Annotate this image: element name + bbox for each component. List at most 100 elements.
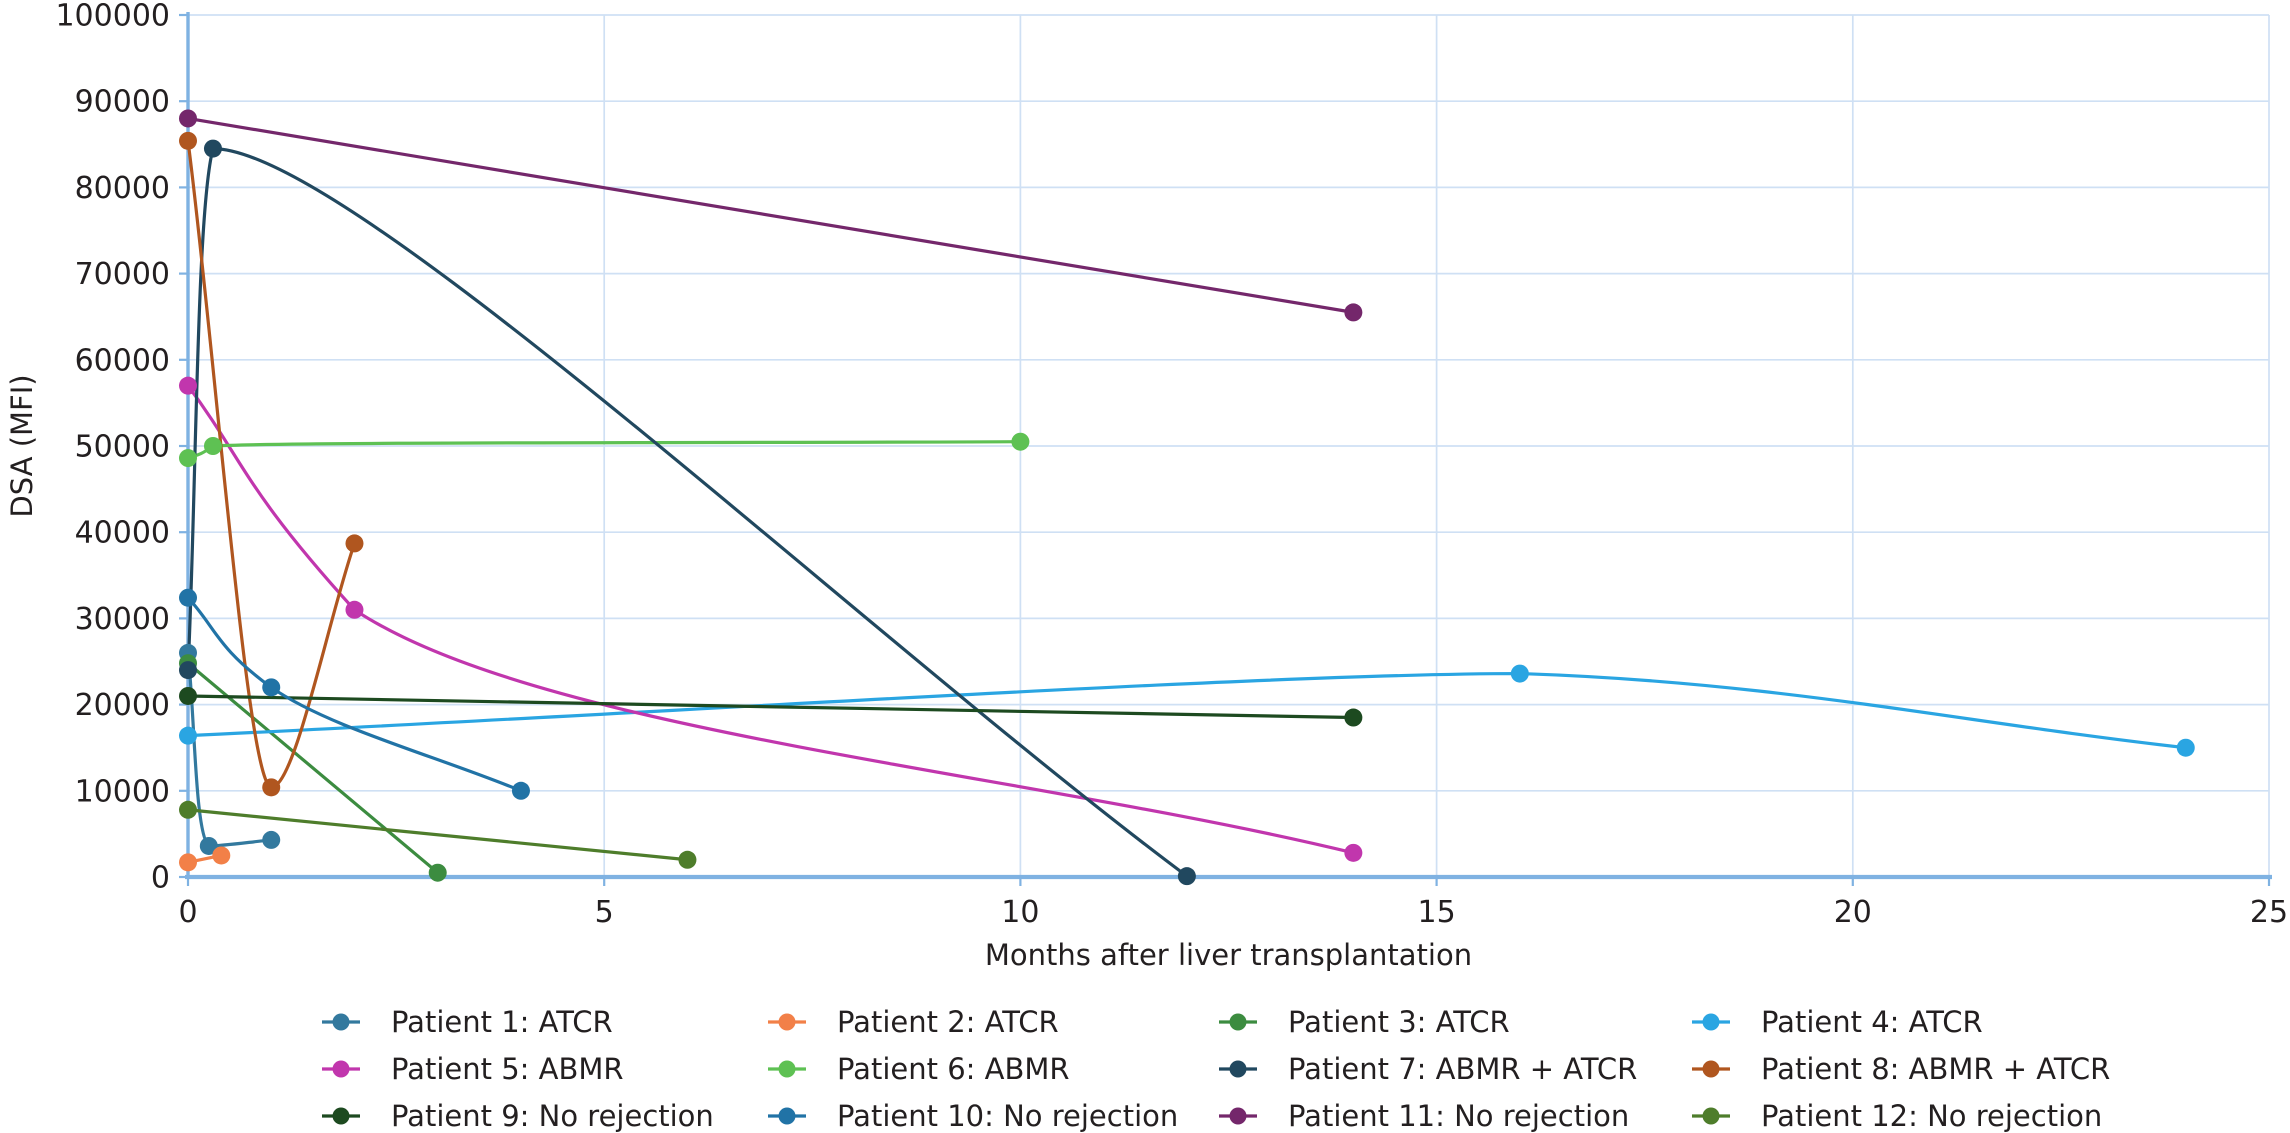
legend-item-patient-2: Patient 2: ATCR — [768, 1005, 1059, 1039]
legend: Patient 1: ATCR Patient 2: ATCR Patient 3:… — [322, 1005, 2110, 1133]
legend-item-patient-11: Patient 11: No rejection — [1219, 1099, 1629, 1133]
series-line-patient-1 — [186, 651, 273, 848]
legend-marker-dot — [1702, 1107, 1720, 1125]
series-line-patient-11 — [186, 116, 1355, 314]
legend-item-patient-7: Patient 7: ABMR + ATCR — [1219, 1052, 1637, 1086]
data-point-patient-10 — [179, 588, 197, 607]
y-tick-label: 90000 — [75, 85, 170, 120]
data-point-patient-4 — [1510, 664, 1529, 683]
data-point-patient-10 — [262, 678, 281, 697]
legend-label: Patient 4: ATCR — [1761, 1005, 1983, 1039]
legend-marker-dot — [332, 1060, 350, 1078]
data-point-patient-6 — [203, 437, 222, 455]
tick-labels: 0 10000 20000 30000 40000 50000 60000 70000 8000… — [55, 0, 2288, 930]
legend-item-patient-10: Patient 10: No rejection — [768, 1099, 1178, 1133]
legend-marker-dot — [778, 1060, 796, 1078]
legend-label: Patient 9: No rejection — [391, 1099, 714, 1133]
legend-marker-dot — [778, 1013, 796, 1031]
legend-item-patient-6: Patient 6: ABMR — [768, 1052, 1070, 1086]
legend-label: Patient 7: ABMR + ATCR — [1288, 1052, 1637, 1086]
data-point-patient-4 — [2176, 738, 2195, 757]
series-line-patient-6 — [186, 440, 1022, 460]
legend-label: Patient 3: ATCR — [1288, 1005, 1510, 1039]
x-tick-label: 5 — [595, 895, 614, 930]
legend-label: Patient 10: No rejection — [837, 1099, 1178, 1133]
legend-marker-dot — [778, 1107, 796, 1125]
data-point-patient-2 — [212, 846, 231, 865]
legend-label: Patient 8: ABMR + ATCR — [1761, 1052, 2110, 1086]
data-point-patient-12 — [179, 800, 197, 819]
legend-marker-dot — [1229, 1107, 1247, 1125]
data-point-patient-8 — [262, 778, 281, 797]
data-point-patient-9 — [179, 686, 197, 705]
data-point-patient-11 — [179, 109, 197, 128]
data-point-patient-1 — [262, 830, 281, 849]
series-line-patient-12 — [186, 808, 690, 862]
data-point-patient-5 — [179, 376, 197, 395]
data-point-patient-12 — [678, 850, 697, 869]
gridlines — [188, 14, 2270, 877]
data-point-patient-11 — [1344, 303, 1363, 322]
data-point-patient-5 — [345, 600, 364, 619]
legend-item-patient-5: Patient 5: ABMR — [322, 1052, 624, 1086]
data-point-patient-7 — [179, 661, 197, 680]
data-point-patient-4 — [179, 726, 197, 745]
data-point-patient-2 — [179, 853, 197, 872]
y-tick-label: 30000 — [75, 602, 170, 637]
x-tick-label: 0 — [178, 895, 197, 930]
data-point-patient-8 — [345, 534, 364, 553]
data-point-patient-6 — [179, 449, 197, 468]
y-tick-label: 10000 — [75, 774, 170, 809]
x-tick-label: 10 — [1001, 895, 1039, 930]
data-point-patient-6 — [1011, 432, 1030, 451]
x-tick-label: 25 — [2250, 895, 2288, 930]
data-point-patient-5 — [1344, 843, 1363, 862]
x-tick-label: 20 — [1834, 895, 1872, 930]
y-tick-label: 40000 — [75, 516, 170, 551]
legend-item-patient-12: Patient 12: No rejection — [1692, 1099, 2102, 1133]
legend-item-patient-1: Patient 1: ATCR — [322, 1005, 613, 1039]
legend-marker-dot — [332, 1107, 350, 1125]
y-axis-title: DSA (MFI) — [5, 374, 39, 517]
series-line-patient-7 — [186, 147, 1189, 878]
data-point-patient-1 — [199, 836, 218, 855]
y-tick-label: 0 — [151, 861, 170, 896]
legend-label: Patient 11: No rejection — [1288, 1099, 1629, 1133]
y-tick-label: 100000 — [55, 0, 170, 34]
series-line-patient-9 — [186, 694, 1355, 720]
legend-marker-dot — [1229, 1060, 1247, 1078]
data-point-patient-3 — [428, 863, 447, 882]
data-point-patient-7 — [203, 139, 222, 158]
legend-label: Patient 12: No rejection — [1761, 1099, 2102, 1133]
legend-marker-dot — [332, 1013, 350, 1031]
legend-marker-dot — [1229, 1013, 1247, 1031]
data-point-patient-8 — [179, 131, 197, 150]
y-tick-label: 60000 — [75, 343, 170, 378]
y-tick-label: 70000 — [75, 257, 170, 292]
legend-item-patient-4: Patient 4: ATCR — [1692, 1005, 1983, 1039]
x-tick-label: 15 — [1418, 895, 1456, 930]
legend-item-patient-3: Patient 3: ATCR — [1219, 1005, 1510, 1039]
legend-label: Patient 6: ABMR — [837, 1052, 1070, 1086]
axes — [179, 12, 2272, 886]
legend-label: Patient 1: ATCR — [391, 1005, 613, 1039]
legend-item-patient-8: Patient 8: ABMR + ATCR — [1692, 1052, 2110, 1086]
legend-item-patient-9: Patient 9: No rejection — [322, 1099, 714, 1133]
series-line-patient-10 — [186, 596, 523, 793]
series-markers — [179, 109, 2195, 886]
data-point-patient-9 — [1344, 708, 1363, 727]
legend-label: Patient 5: ABMR — [391, 1052, 624, 1086]
y-tick-label: 20000 — [75, 688, 170, 723]
series-lines — [186, 116, 2188, 878]
series-line-patient-5 — [186, 384, 1355, 855]
y-tick-label: 50000 — [75, 430, 170, 465]
legend-marker-dot — [1702, 1013, 1720, 1031]
y-tick-label: 80000 — [75, 171, 170, 206]
legend-marker-dot — [1702, 1060, 1720, 1078]
legend-label: Patient 2: ATCR — [837, 1005, 1059, 1039]
data-point-patient-10 — [511, 781, 530, 800]
data-point-patient-7 — [1177, 867, 1196, 886]
series-line-patient-4 — [186, 671, 2188, 750]
